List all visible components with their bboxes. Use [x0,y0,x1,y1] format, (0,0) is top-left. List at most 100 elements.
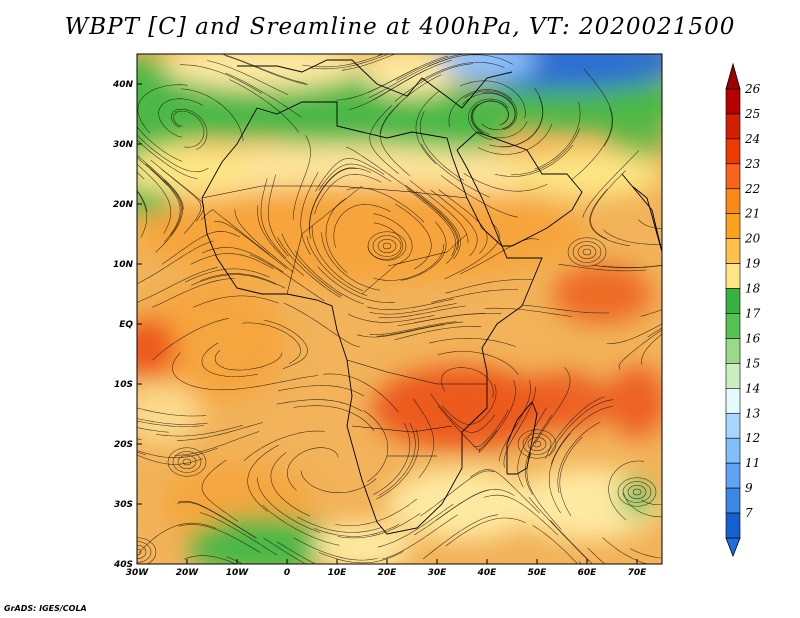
streamline-vortex [137,548,142,556]
streamline-vortex [632,488,642,496]
streamline [437,351,519,375]
colorbar-swatch [725,487,741,514]
wbpt-region [137,186,587,282]
colorbar-label: 21 [744,207,760,221]
x-tick-label: 60E [578,568,598,578]
colorbar-swatch [725,388,741,414]
streamline [436,488,515,521]
streamline [420,470,494,517]
streamline [152,278,235,308]
y-tick-label: EQ [119,320,133,330]
streamline [629,548,662,559]
streamline [618,329,662,370]
streamline-vortex [377,238,397,254]
streamline [471,100,509,133]
streamline [423,514,499,560]
streamline [137,191,147,238]
streamline [137,454,203,465]
streamline [606,323,662,345]
streamline [179,64,262,94]
streamline [229,79,299,133]
streamline [137,447,218,458]
streamline [263,537,306,564]
country-border [361,233,468,295]
streamline [602,264,662,268]
streamline [137,427,169,433]
streamline [483,494,559,536]
streamline [431,289,518,303]
streamline [137,267,218,303]
streamline [183,555,237,564]
streamline [406,188,456,256]
streamline [587,547,606,564]
wbpt-region [137,144,562,204]
streamline [314,524,400,537]
streamline [257,477,321,533]
coastline [506,401,538,475]
wbpt-field [137,54,662,564]
streamline [257,204,305,276]
streamline [417,194,458,264]
streamline [231,375,319,390]
streamline-vortex [382,242,392,250]
streamline [268,174,289,257]
streamline [582,150,639,218]
colorbar: 26 25 24 23 22 21 20 19 18 17 16 15 14 13 12 11 9 7 [725,62,761,558]
streamline [459,238,540,275]
longitude-axis: 30W 20W 10W 0 10E 20E 30E 40E 50E 60E 70E [126,559,647,578]
wbpt-region [137,318,177,378]
streamline [462,92,516,130]
colorbar-swatch [725,363,741,389]
streamline [318,163,392,191]
colorbar-top-arrow [725,62,741,90]
streamline [270,452,311,517]
streamline [449,409,509,447]
streamline [409,180,469,244]
wbpt-region [137,144,247,192]
streamline [224,55,308,86]
y-tick-label: 40S [113,560,133,570]
streamline [470,469,540,514]
streamline [309,167,350,239]
streamline [137,407,207,417]
streamline [472,100,509,135]
streamline [225,72,302,118]
streamline [137,171,145,180]
streamline-vortex [137,541,152,563]
streamline [155,425,243,437]
streamline [367,222,403,260]
country-border [201,185,468,199]
streamline [429,338,516,347]
streamline [415,191,461,260]
streamline-vortex [367,231,407,261]
streamline [161,168,202,234]
colorbar-label: 19 [745,257,761,271]
colorbar-label: 7 [745,506,753,520]
streamline [550,520,593,564]
streamline [283,302,360,348]
streamline [589,188,630,247]
streamline [430,189,478,257]
wbpt-region [187,516,337,564]
streamline [495,144,574,177]
x-tick-label: 30E [428,568,448,578]
streamline [647,327,662,338]
colorbar-swatch [725,412,741,439]
streamline [380,104,410,176]
plot-frame [136,53,663,565]
wbpt-region [162,54,362,90]
colorbar-swatch [725,512,741,539]
streamline-vortex [627,484,647,500]
streamline-vortex [182,458,192,466]
streamline [300,172,319,255]
streamline-vortex [622,481,652,503]
streamline [171,108,208,150]
streamline [464,90,518,131]
wbpt-region [607,366,662,438]
streamline [550,406,613,465]
streamline [438,189,488,254]
streamline [441,383,497,425]
streamline [503,386,536,468]
streamline [234,209,294,273]
streamline [172,352,234,391]
